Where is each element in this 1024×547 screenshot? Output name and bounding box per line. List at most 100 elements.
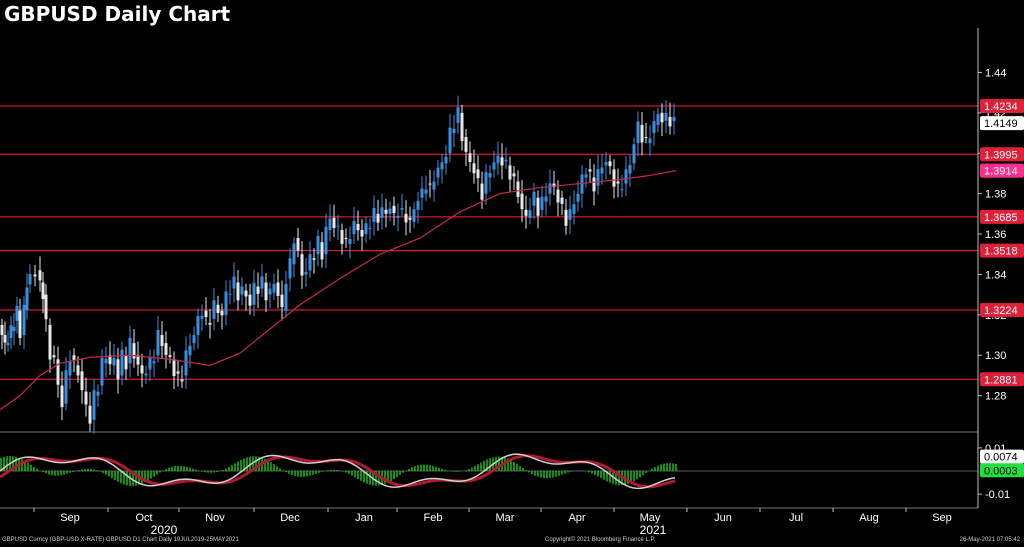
candle-body [404, 213, 408, 223]
last-price-badge [980, 116, 1024, 131]
horizontal-levels [0, 105, 978, 380]
candle-body [364, 223, 368, 235]
candle-body [300, 254, 304, 276]
candle-body [284, 283, 288, 311]
candle-body [320, 242, 324, 260]
candle-body [520, 193, 524, 210]
candle-body [620, 189, 624, 191]
candle-body [648, 138, 652, 144]
x-tick-label: May [640, 512, 661, 524]
x-tick-label: Mar [496, 512, 515, 524]
candle-body [556, 189, 560, 203]
candle-body [448, 127, 452, 154]
candle-body [52, 355, 56, 358]
candle-body [628, 165, 632, 174]
candle-body [548, 183, 552, 194]
level-label: 1.2881 [984, 374, 1018, 386]
price-badges: 1.4234 1.3995 1.3685 1.3518 1.3224 1.2881 1.41… [980, 98, 1024, 478]
level-label: 1.4234 [984, 101, 1018, 113]
candle-body [144, 373, 148, 376]
candle-body [272, 283, 276, 293]
candle-body [228, 293, 232, 295]
candle-body [208, 322, 212, 325]
candle-body [672, 116, 676, 121]
x-tick-label: Jan [355, 512, 373, 524]
x-tick-label: Dec [280, 512, 300, 524]
candle-body [352, 221, 356, 235]
candle-body [316, 236, 320, 255]
y-tick-label: 1.30 [985, 350, 1006, 362]
x-tick-label: Jul [789, 512, 803, 524]
candle-body [9, 325, 13, 339]
y-tick-label: 1.34 [985, 269, 1006, 281]
moving-average-label: 1.3914 [984, 166, 1018, 178]
candle-body [232, 276, 236, 289]
candle-body [308, 254, 312, 271]
candle-body [328, 218, 332, 230]
indicator-panel [0, 453, 978, 490]
candle-body [436, 167, 440, 178]
candle-body [348, 239, 352, 245]
candle-body [28, 274, 32, 285]
candle-body [196, 316, 200, 336]
x-tick-label: Feb [424, 512, 443, 524]
candle-body [532, 191, 536, 206]
candle-body [656, 114, 660, 125]
footer-timestamp: 26-May-2021 07:05:42 [959, 537, 1020, 543]
candle-body [624, 169, 628, 184]
candle-body [552, 183, 556, 188]
candle-body [492, 162, 496, 170]
footer-copyright: Copyright© 2021 Bloomberg Finance L.P. [545, 537, 656, 543]
candle-body [92, 390, 96, 420]
candle-body [444, 156, 448, 164]
candle-body [360, 230, 364, 237]
candle-body [460, 112, 464, 141]
candle-body [464, 137, 468, 152]
level-label: 1.3224 [984, 305, 1018, 317]
candle-body [312, 258, 316, 260]
candle-body [3, 335, 7, 343]
axes: 1.441.421.401.381.361.341.321.301.280.01… [0, 28, 1010, 509]
x-tick-label: Aug [859, 512, 879, 524]
candle-body [148, 357, 152, 370]
candle-body [72, 355, 76, 360]
candle-body [356, 223, 360, 231]
x-tick-label: Jun [714, 512, 732, 524]
candle-body [504, 159, 508, 162]
candle-body [204, 310, 208, 317]
candle-body [640, 124, 644, 143]
candle-body [388, 208, 392, 214]
candle-body [104, 358, 108, 364]
year-label: 2021 [640, 523, 667, 537]
candle-body [80, 371, 84, 391]
candle-body [22, 304, 26, 336]
candle-body [604, 161, 608, 166]
level-badge [980, 302, 1024, 317]
x-tick-label: Sep [932, 512, 952, 524]
candle-body [6, 342, 10, 346]
level-label: 1.3995 [984, 149, 1018, 161]
candle-body [408, 217, 412, 220]
candle-body [544, 196, 548, 202]
candle-body [252, 283, 256, 305]
candle-body [200, 315, 204, 319]
candle-body [324, 226, 328, 255]
candle-body [276, 282, 280, 296]
candle-body [644, 137, 648, 139]
candle-body [420, 188, 424, 198]
candle-body [100, 357, 104, 386]
candle-body [484, 172, 488, 194]
candle-body [668, 116, 672, 127]
candle-body [368, 227, 372, 229]
candle-body [88, 405, 92, 424]
candle-body [136, 355, 140, 365]
level-label: 1.3685 [984, 212, 1018, 224]
candle-body [216, 304, 220, 314]
moving-average-badge [980, 163, 1024, 178]
candle-body [240, 286, 244, 295]
candle-body [256, 286, 260, 294]
candle-body [18, 310, 22, 338]
candle-body [424, 189, 428, 194]
candle-body [12, 326, 16, 331]
